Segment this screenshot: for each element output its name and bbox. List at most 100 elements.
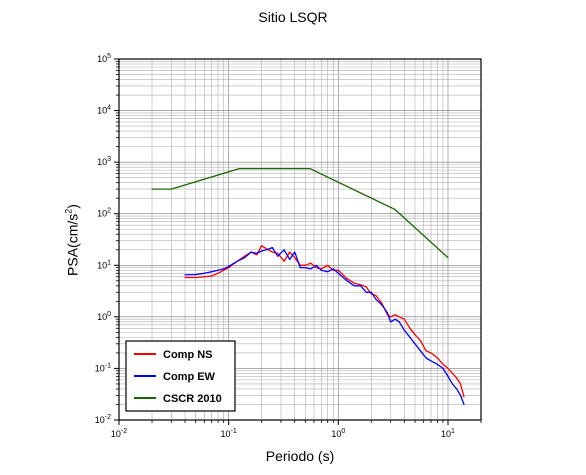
data-point-comp-ns: [442, 363, 444, 365]
data-point-comp-ew: [250, 251, 252, 253]
data-point-comp-ew: [261, 250, 263, 252]
x-tick-label: 100: [331, 428, 345, 439]
legend-label-comp-ns: Comp NS: [163, 349, 213, 361]
data-point-comp-ew: [398, 321, 400, 323]
series-layer: [151, 167, 465, 406]
data-point-comp-ns: [414, 334, 416, 336]
data-point-comp-ew: [283, 249, 285, 251]
data-point-comp-ew: [447, 375, 449, 377]
y-axis-label-base: PSA(cm/s: [64, 213, 81, 276]
data-point-comp-ns: [337, 269, 339, 271]
data-point-comp-ew: [277, 255, 279, 257]
data-point-comp-ns: [294, 257, 296, 259]
data-point-comp-ns: [217, 272, 219, 274]
data-point-comp-ew: [294, 251, 296, 253]
data-point-comp-ew: [436, 363, 438, 365]
data-point-comp-ew: [310, 268, 312, 270]
data-point-comp-ew: [353, 285, 355, 287]
data-point-comp-ew: [332, 268, 334, 270]
data-point-comp-ns: [228, 267, 230, 269]
data-point-comp-ew: [365, 291, 367, 293]
data-point-comp-ns: [403, 318, 405, 320]
ticks: 10-2 10-1 100 101 10-2 10-1 100 101 102 103 104 105: [95, 53, 482, 439]
data-point-comp-ns: [456, 377, 458, 379]
data-point-comp-ns: [223, 269, 225, 271]
data-point-comp-ew: [195, 274, 197, 276]
y-tick-label: 104: [97, 105, 111, 116]
y-tick-label: 105: [97, 53, 111, 64]
data-point-cscr-2010: [394, 209, 396, 211]
data-point-comp-ew: [390, 321, 392, 323]
data-point-comp-ew: [456, 388, 458, 390]
data-point-comp-ew: [211, 271, 213, 273]
data-point-comp-ew: [381, 304, 383, 306]
data-point-comp-ns: [304, 264, 306, 266]
data-point-comp-ns: [447, 367, 449, 369]
data-point-comp-ew: [430, 360, 432, 362]
y-tick-label: 102: [97, 208, 111, 219]
data-point-cscr-2010: [447, 257, 449, 259]
series-line-cscr-2010: [152, 167, 449, 259]
y-axis-label-end: ): [64, 204, 81, 209]
data-point-comp-ns: [315, 267, 317, 269]
data-point-comp-ew: [327, 271, 329, 273]
data-point-comp-ew: [375, 298, 377, 300]
data-point-comp-ew: [256, 252, 258, 254]
y-axis-label: PSA(cm/s2): [64, 204, 81, 276]
data-point-comp-ns: [184, 276, 186, 279]
data-point-comp-ns: [390, 316, 392, 318]
data-point-comp-ew: [360, 285, 362, 287]
data-point-comp-ew: [419, 350, 421, 352]
y-tick-label: 103: [97, 156, 111, 167]
data-point-cscr-2010: [238, 168, 240, 170]
data-point-comp-ew: [451, 383, 454, 385]
data-point-comp-ns: [409, 327, 411, 329]
data-point-comp-ew: [409, 336, 411, 338]
data-point-comp-ns: [265, 248, 267, 250]
y-tick-label: 10-2: [95, 414, 111, 425]
data-point-comp-ns: [419, 339, 421, 341]
data-point-comp-ns: [244, 255, 246, 257]
data-point-comp-ew: [403, 329, 405, 331]
data-point-comp-ew: [223, 268, 225, 270]
data-point-comp-ew: [463, 403, 465, 406]
x-tick-label: 101: [441, 428, 455, 439]
data-point-comp-ns: [425, 350, 427, 352]
data-point-comp-ns: [430, 352, 432, 354]
data-point-comp-ns: [365, 286, 367, 288]
data-point-comp-ns: [459, 383, 462, 385]
plot-frame: [118, 58, 482, 421]
data-point-cscr-2010: [309, 168, 311, 170]
data-point-comp-ew: [337, 272, 339, 274]
data-point-comp-ew: [304, 267, 306, 269]
data-point-comp-ew: [289, 258, 291, 260]
data-point-comp-ew: [370, 291, 372, 293]
legend-label-comp-ew: Comp EW: [163, 371, 216, 383]
data-point-comp-ns: [436, 357, 438, 359]
data-point-comp-ew: [184, 274, 186, 276]
data-point-comp-ew: [299, 267, 301, 269]
data-point-comp-ew: [394, 318, 396, 320]
data-point-comp-ew: [315, 264, 317, 266]
data-point-comp-ew: [346, 280, 348, 282]
data-point-cscr-2010: [170, 188, 172, 190]
data-point-comp-ew: [320, 269, 322, 271]
data-point-comp-ns: [261, 245, 263, 247]
data-point-comp-ns: [327, 264, 329, 266]
data-point-comp-ns: [277, 252, 279, 254]
y-tick-label: 101: [97, 259, 111, 270]
data-point-comp-ns: [398, 316, 400, 318]
y-axis-label-sup: 2: [63, 208, 74, 214]
data-point-comp-ew: [459, 394, 462, 396]
data-point-comp-ns: [256, 254, 258, 256]
data-point-comp-ew: [414, 343, 416, 345]
data-point-comp-ns: [346, 278, 348, 280]
data-point-comp-ew: [244, 257, 246, 259]
data-point-comp-ew: [203, 272, 205, 274]
data-point-comp-ew: [228, 265, 230, 267]
data-point-comp-ew: [442, 367, 444, 369]
data-point-comp-ew: [217, 269, 219, 271]
legend: Comp NS Comp EW CSCR 2010: [125, 340, 236, 412]
data-point-comp-ns: [211, 275, 213, 277]
